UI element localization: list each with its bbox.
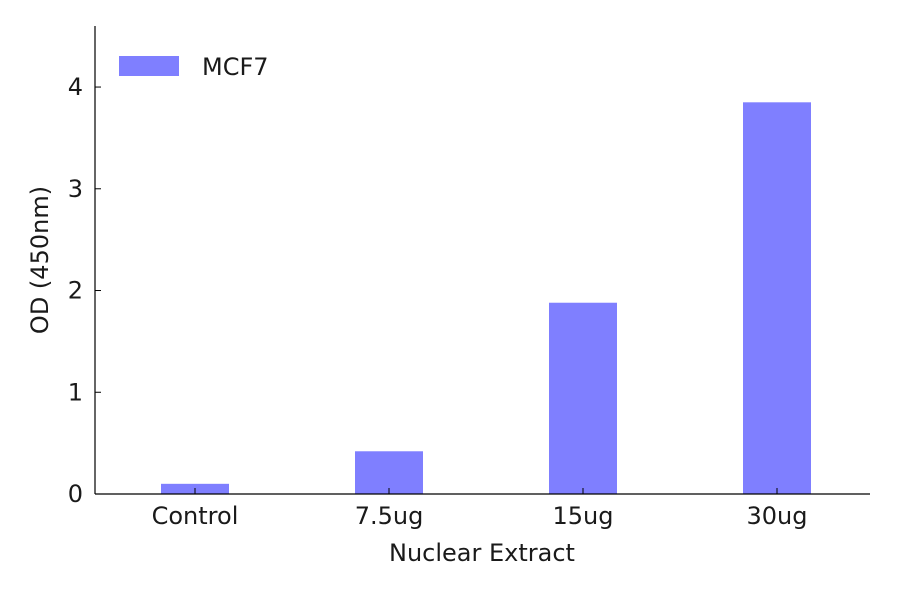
- x-tick-label: 7.5ug: [355, 502, 424, 530]
- bar-15ug: [549, 302, 617, 494]
- bar-7-5ug: [355, 451, 423, 494]
- y-tick-label: 3: [68, 175, 83, 203]
- y-tick-label: 1: [68, 378, 83, 406]
- y-ticks: 0 1 2 3 4: [68, 73, 101, 508]
- x-axis-title: Nuclear Extract: [389, 539, 575, 567]
- x-ticks: Control 7.5ug 15ug 30ug: [152, 488, 808, 530]
- bar-30ug: [743, 102, 811, 494]
- y-tick-label: 2: [68, 277, 83, 305]
- bars-layer: [161, 102, 811, 494]
- legend: MCF7: [119, 53, 269, 81]
- x-tick-label: 15ug: [553, 502, 614, 530]
- y-axis-title: OD (450nm): [26, 186, 54, 334]
- legend-swatch: [119, 56, 179, 76]
- y-tick-label: 4: [68, 73, 83, 101]
- legend-label: MCF7: [202, 53, 269, 81]
- y-tick-label: 0: [68, 480, 83, 508]
- x-tick-label: Control: [152, 502, 239, 530]
- x-tick-label: 30ug: [747, 502, 808, 530]
